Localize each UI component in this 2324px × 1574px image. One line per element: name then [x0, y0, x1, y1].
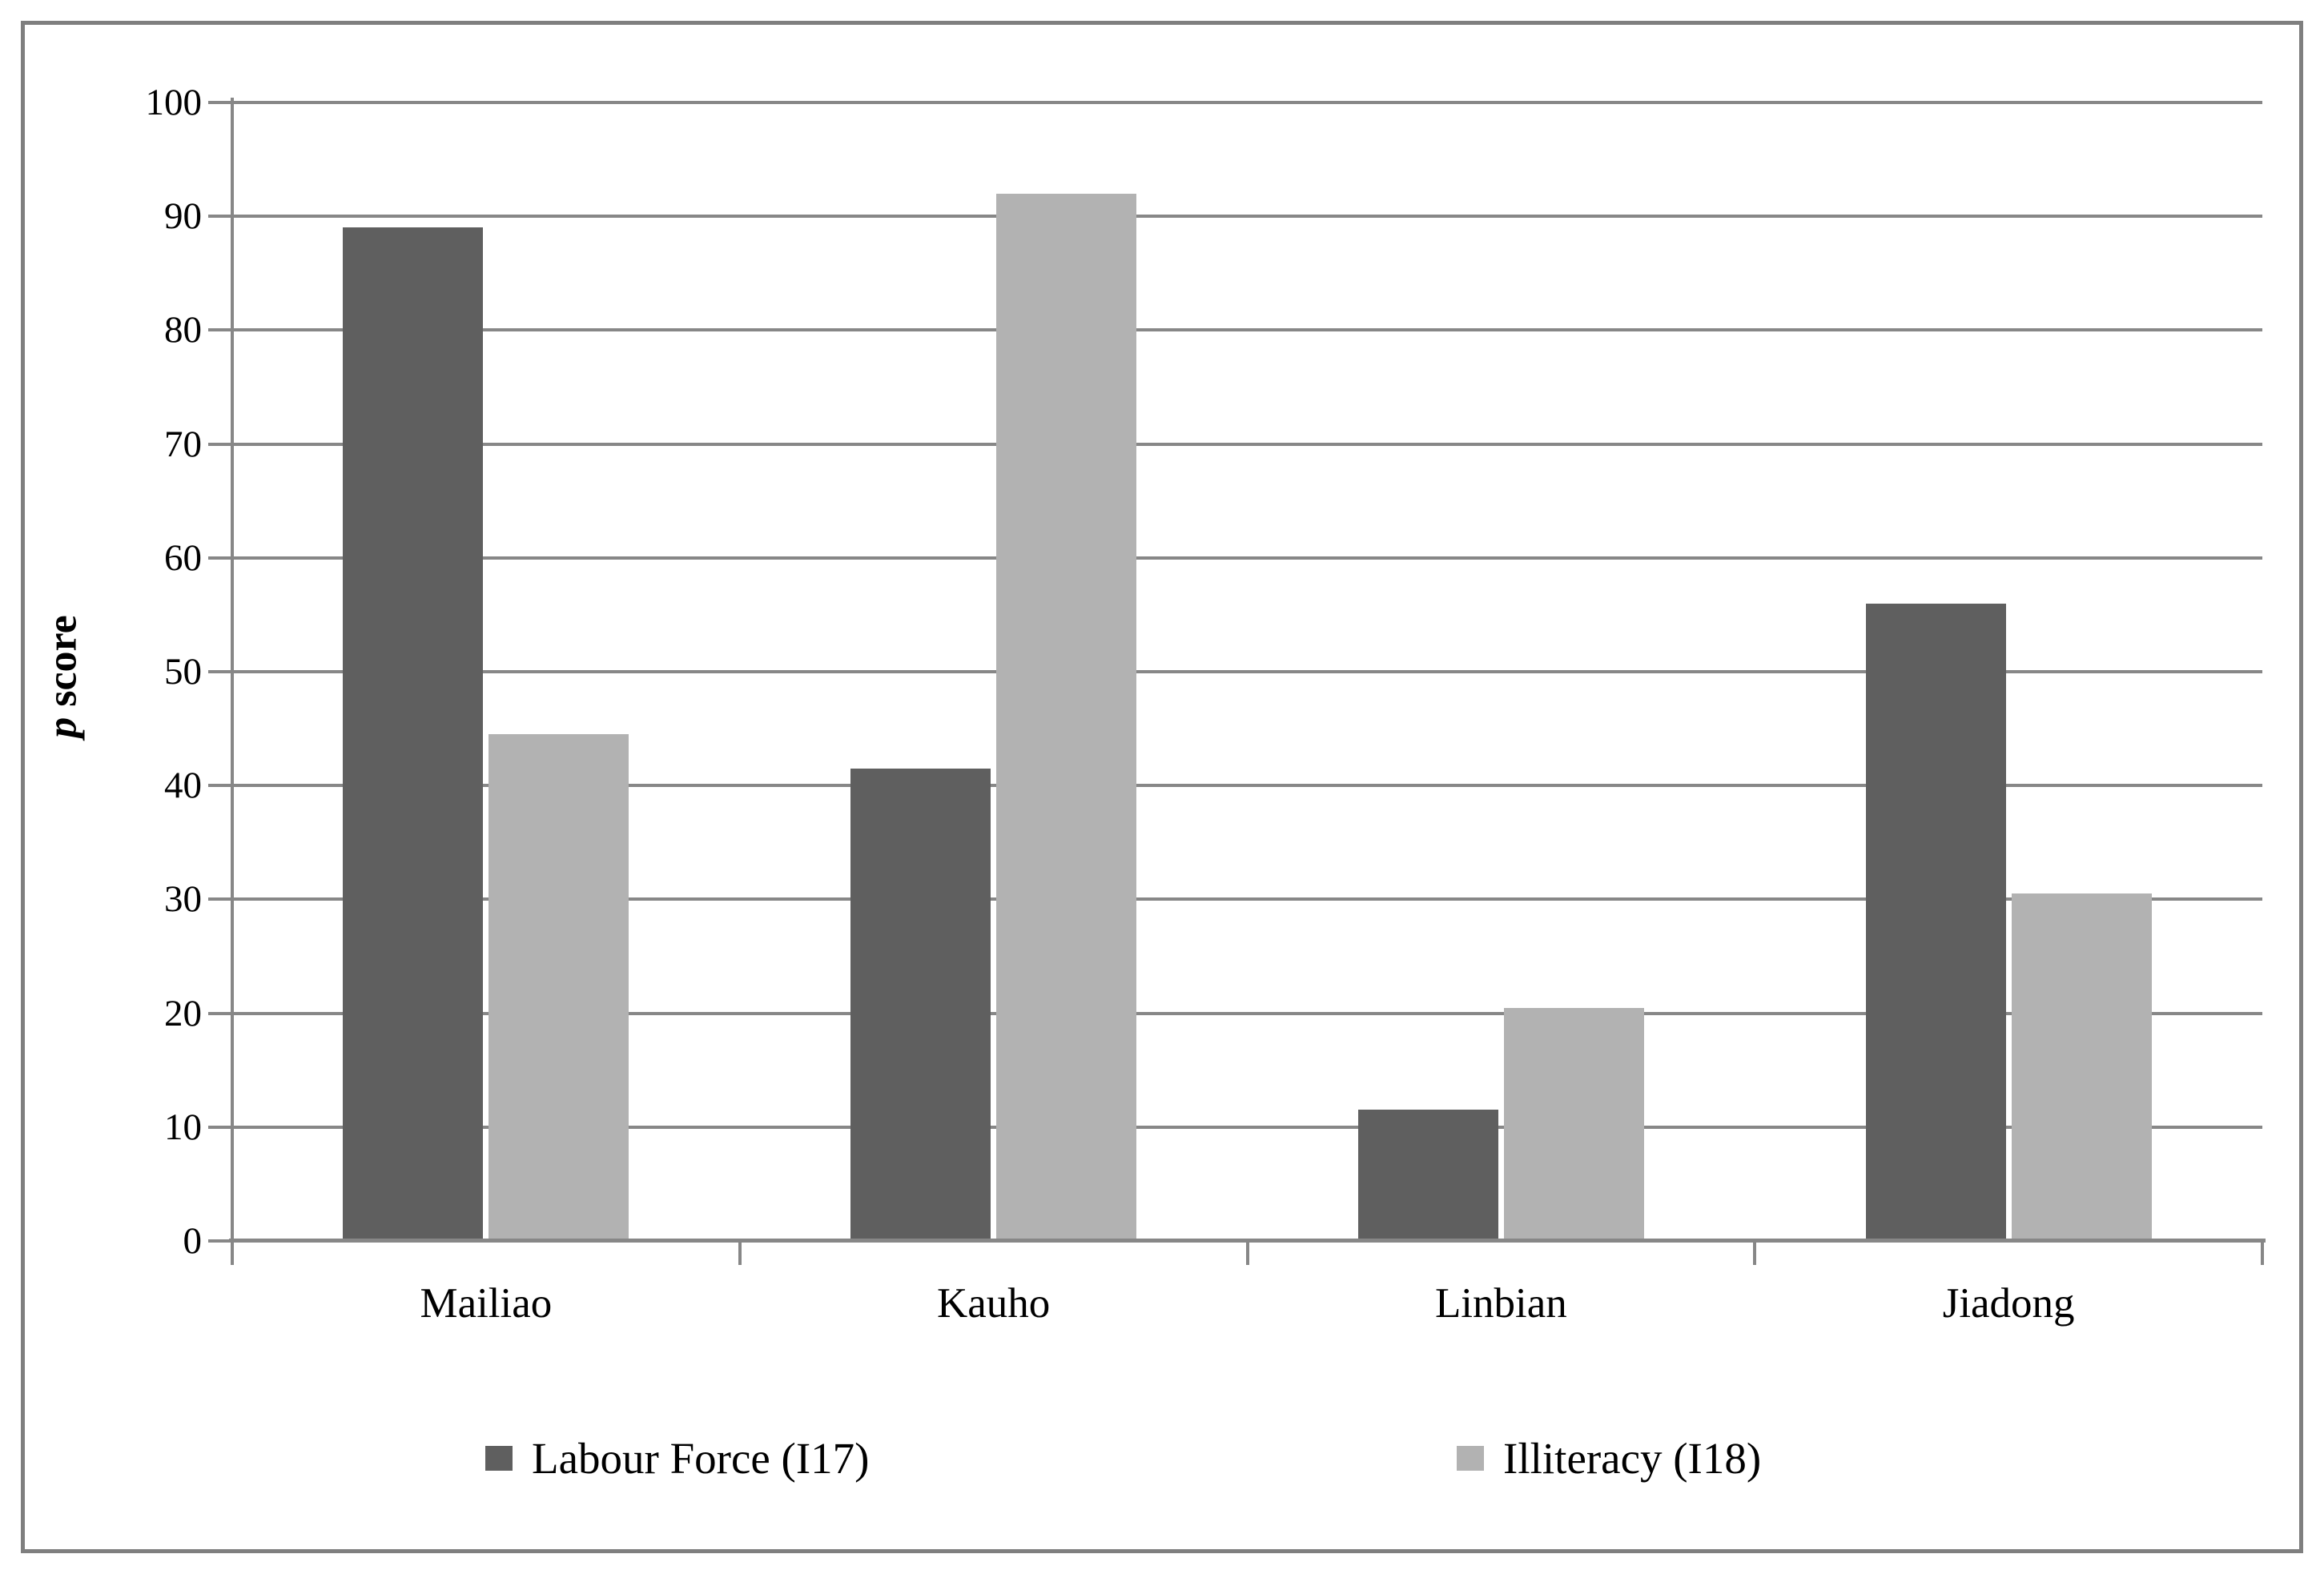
x-axis-line [229, 1239, 2266, 1243]
y-tick-10 [208, 1125, 231, 1129]
gridline-y-10 [232, 1125, 2262, 1129]
bar-linbian-series-2 [1503, 1007, 1644, 1241]
y-tick-label-100: 100 [145, 82, 203, 123]
y-tick-30 [208, 897, 231, 901]
gridline-y-100 [232, 101, 2262, 104]
y-tick-50 [208, 670, 231, 673]
y-tick-label-90: 90 [164, 195, 202, 238]
x-tick-boundary-1 [738, 1243, 742, 1265]
bar-jiadong-series-1 [1865, 603, 2006, 1241]
legend-item-2: Illiteracy (I18) [1457, 1431, 1761, 1484]
figure-border [21, 21, 2303, 1553]
y-tick-label-50: 50 [164, 651, 202, 693]
gridline-y-50 [232, 670, 2262, 673]
legend: Labour Force (I17) Illiteracy (I18) [0, 1431, 2324, 1488]
y-tick-60 [208, 556, 231, 560]
gridline-y-80 [232, 328, 2262, 332]
bar-mailiao-series-1 [343, 227, 484, 1241]
bar-kauho-series-1 [850, 768, 991, 1241]
gridline-y-70 [232, 442, 2262, 446]
gridline-y-60 [232, 556, 2262, 560]
y-tick-label-70: 70 [164, 423, 202, 465]
x-tick-boundary-3 [1753, 1243, 1757, 1265]
x-axis-label-kauho: Kauho [936, 1280, 1051, 1327]
x-tick-boundary-4 [2261, 1243, 2264, 1265]
y-tick-70 [208, 442, 231, 446]
y-axis-title-italic: p [39, 717, 86, 738]
x-tick-boundary-2 [1245, 1243, 1249, 1265]
y-tick-label-0: 0 [183, 1220, 203, 1262]
y-tick-80 [208, 328, 231, 332]
legend-swatch-1 [485, 1445, 513, 1471]
bar-linbian-series-1 [1357, 1110, 1498, 1241]
gridline-y-20 [232, 1011, 2262, 1015]
bar-jiadong-series-2 [2011, 893, 2152, 1241]
gridline-y-90 [232, 215, 2262, 219]
x-axis-label-jiadong: Jiadong [1942, 1280, 2075, 1327]
x-axis-label-linbian: Linbian [1434, 1280, 1567, 1327]
y-tick-label-30: 30 [164, 878, 202, 921]
legend-label-1: Labour Force (I17) [532, 1433, 870, 1483]
legend-swatch-2 [1457, 1445, 1484, 1471]
y-tick-label-40: 40 [164, 765, 202, 807]
y-tick-40 [208, 784, 231, 788]
y-tick-label-60: 60 [164, 536, 202, 579]
gridline-y-30 [232, 897, 2262, 901]
plot-area: Mailiao Kauho Linbian Jiadong 0 10 20 30 40 50 60 7… [146, 82, 2266, 1327]
y-tick-label-20: 20 [164, 992, 202, 1034]
x-tick-boundary-0 [231, 1243, 234, 1265]
y-tick-label-10: 10 [164, 1106, 202, 1148]
y-tick-20 [208, 1011, 231, 1015]
bar-kauho-series-2 [996, 193, 1137, 1241]
y-tick-0 [208, 1239, 231, 1243]
x-axis-label-mailiao: Mailiao [420, 1280, 553, 1327]
y-tick-90 [208, 215, 231, 219]
y-tick-label-80: 80 [164, 309, 202, 351]
legend-item-1: Labour Force (I17) [485, 1431, 870, 1484]
gridline-y-40 [232, 784, 2262, 788]
y-axis-line [231, 98, 234, 1243]
bar-mailiao-series-2 [489, 734, 629, 1241]
legend-label-2: Illiteracy (I18) [1503, 1433, 1762, 1483]
y-tick-100 [208, 101, 231, 104]
